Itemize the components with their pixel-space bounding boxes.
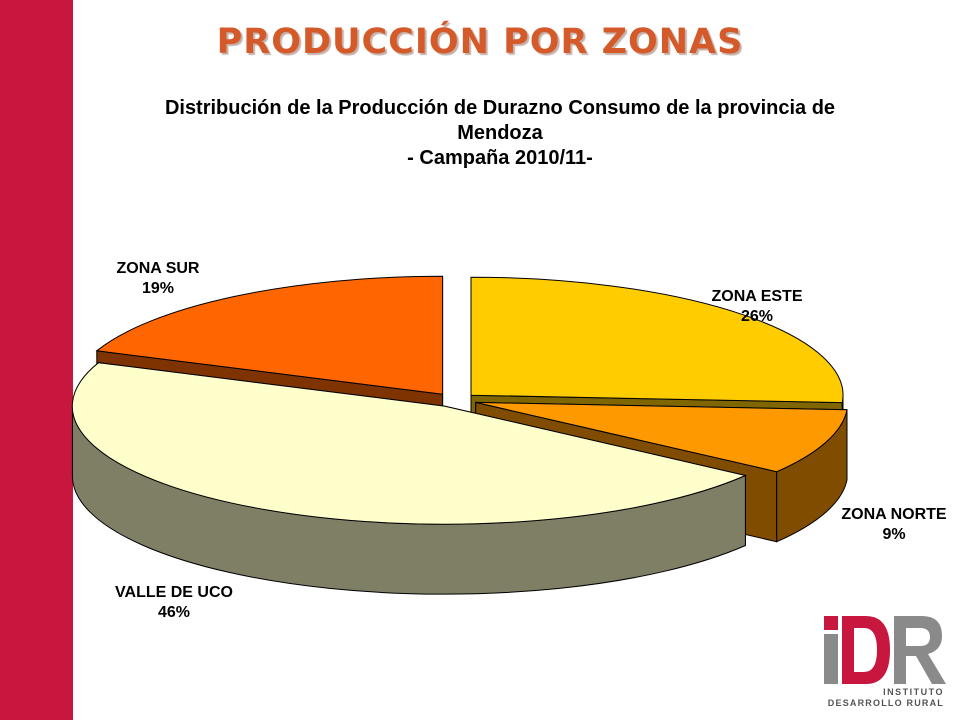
chart-title-line-2: Mendoza [457,122,543,144]
logo-line-2: DESARROLLO RURAL [828,698,944,708]
slice-pct-zona-este: 26% [740,308,774,325]
slice-name-zona-norte: ZONA NORTE [841,506,947,523]
slice-label-zona-este: ZONA ESTE 26% [693,287,821,327]
slice-pct-zona-sur: 19% [141,280,175,297]
logo-d-letter [842,616,890,684]
chart-title-line-3: - Campaña 2010/11- [407,147,593,169]
slice-valle-de-uco [71,362,747,525]
slide-title: PRODUCCIÓN POR ZONAS [216,22,744,62]
chart-title-line-1: Distribución de la Producción de Durazno… [164,97,836,119]
slice-label-valle-de-uco: VALLE DE UCO 46% [98,583,250,623]
slice-name-zona-sur: ZONA SUR [116,260,200,277]
logo-i-stroke [824,634,838,684]
slice-zona-este [470,276,844,404]
slice-pct-zona-norte: 9% [882,526,906,543]
logo-r-letter [894,616,946,684]
slice-zona-norte [475,401,848,473]
logo-line-1: INSTITUTO [883,687,944,697]
slice-pct-valle-de-uco: 46% [157,604,191,621]
slice-label-zona-norte: ZONA NORTE 9% [826,505,960,545]
accent-side-bar [0,0,73,720]
slice-label-zona-sur: ZONA SUR 19% [100,259,216,299]
idr-logo: INSTITUTO DESARROLLO RURAL [824,616,946,708]
logo-dot-icon [824,616,838,630]
slice-name-zona-este: ZONA ESTE [711,288,803,305]
slice-name-valle-de-uco: VALLE DE UCO [115,584,233,601]
chart-title: Distribución de la Producción de Durazno… [130,96,870,171]
slice-zona-sur [95,275,444,395]
